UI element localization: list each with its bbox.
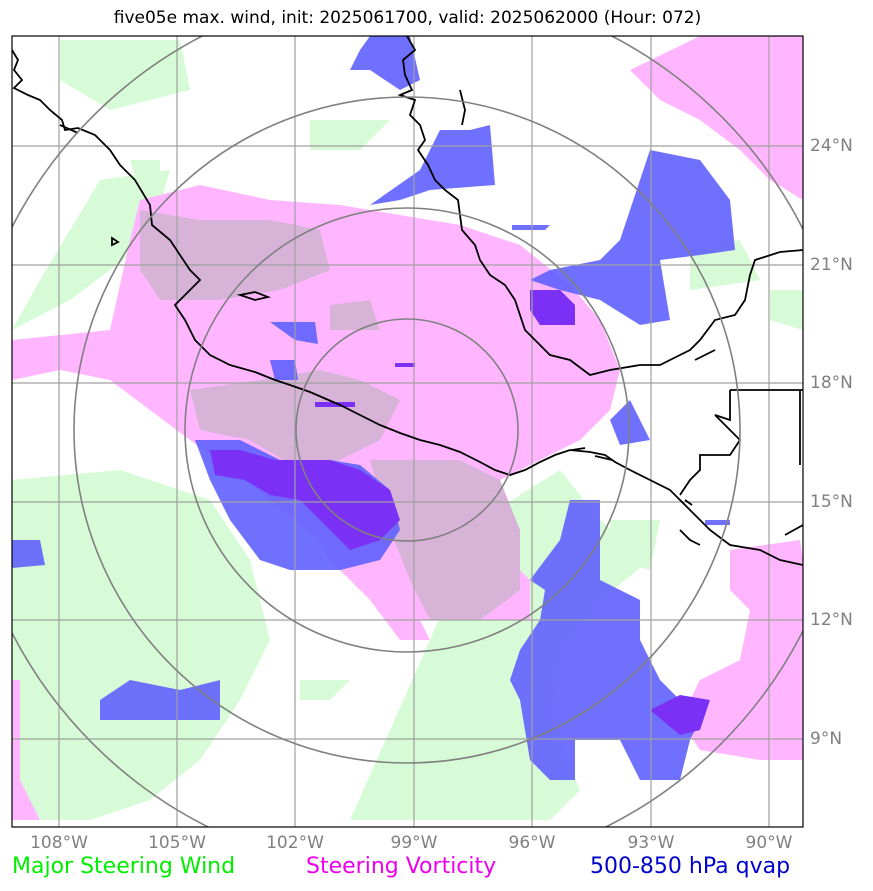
- legend-vorticity: Steering Vorticity: [306, 854, 497, 879]
- lon-label-90: 90°W: [745, 833, 793, 853]
- graticule: [12, 36, 803, 827]
- lon-label-96: 96°W: [508, 833, 556, 853]
- legend-wind: Major Steering Wind: [12, 854, 236, 879]
- lon-label-105: 105°W: [148, 833, 206, 853]
- lat-label-18: 18°N: [810, 373, 853, 393]
- lon-label-93: 93°W: [627, 833, 675, 853]
- qvap-dark-fields: [210, 290, 710, 735]
- lat-label-21: 21°N: [810, 255, 853, 275]
- lon-label-102: 102°W: [266, 833, 324, 853]
- lat-label-9: 9°N: [810, 729, 843, 749]
- lon-label-108: 108°W: [30, 833, 88, 853]
- lat-label-15: 15°N: [810, 492, 853, 512]
- map-title: five05e max. wind, init: 2025061700, val…: [113, 8, 702, 28]
- coastlines: [12, 36, 803, 566]
- lat-label-24: 24°N: [810, 136, 853, 156]
- lon-label-99: 99°W: [390, 833, 438, 853]
- map-frame: [11, 35, 804, 828]
- lat-label-12: 12°N: [810, 610, 853, 630]
- range-rings: [12, 36, 803, 827]
- legend-qvap: 500-850 hPa qvap: [590, 854, 791, 879]
